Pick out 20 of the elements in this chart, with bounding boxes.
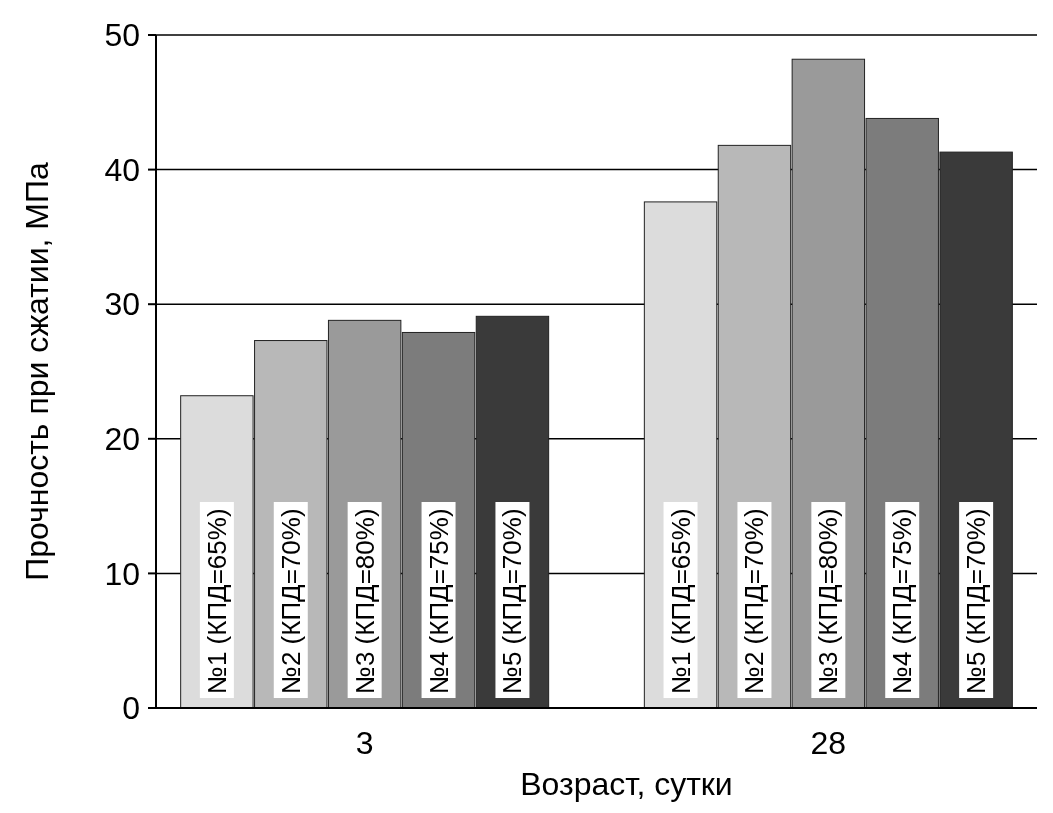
series-label: №4 (КПД=75%) — [423, 508, 454, 694]
series-label: №3 (КПД=80%) — [349, 508, 380, 694]
text: №4 (КПД=75%) — [887, 508, 918, 694]
text: №2 (КПД=70%) — [739, 508, 770, 694]
y-tick-label: 30 — [104, 286, 140, 323]
y-tick-label: 40 — [104, 151, 140, 188]
x-axis-title: Возраст, сутки — [520, 766, 733, 802]
series-label: №2 (КПД=70%) — [275, 508, 306, 694]
y-tick-label: 0 — [122, 690, 140, 727]
y-tick-label: 20 — [104, 421, 140, 457]
series-label: №5 (КПД=70%) — [497, 508, 528, 694]
text: №3 (КПД=80%) — [813, 508, 844, 694]
y-tick-label: 50 — [104, 17, 140, 54]
y-axis-title: Прочность при сжатии, МПа — [19, 161, 55, 581]
series-label: №1 (КПД=65%) — [201, 508, 232, 694]
x-tick-label: 28 — [810, 725, 847, 761]
y-tick-label: 10 — [104, 555, 140, 592]
x-tick-label: 3 — [355, 725, 374, 761]
text: №1 (КПД=65%) — [665, 508, 696, 694]
text: №5 (КПД=70%) — [961, 508, 992, 694]
